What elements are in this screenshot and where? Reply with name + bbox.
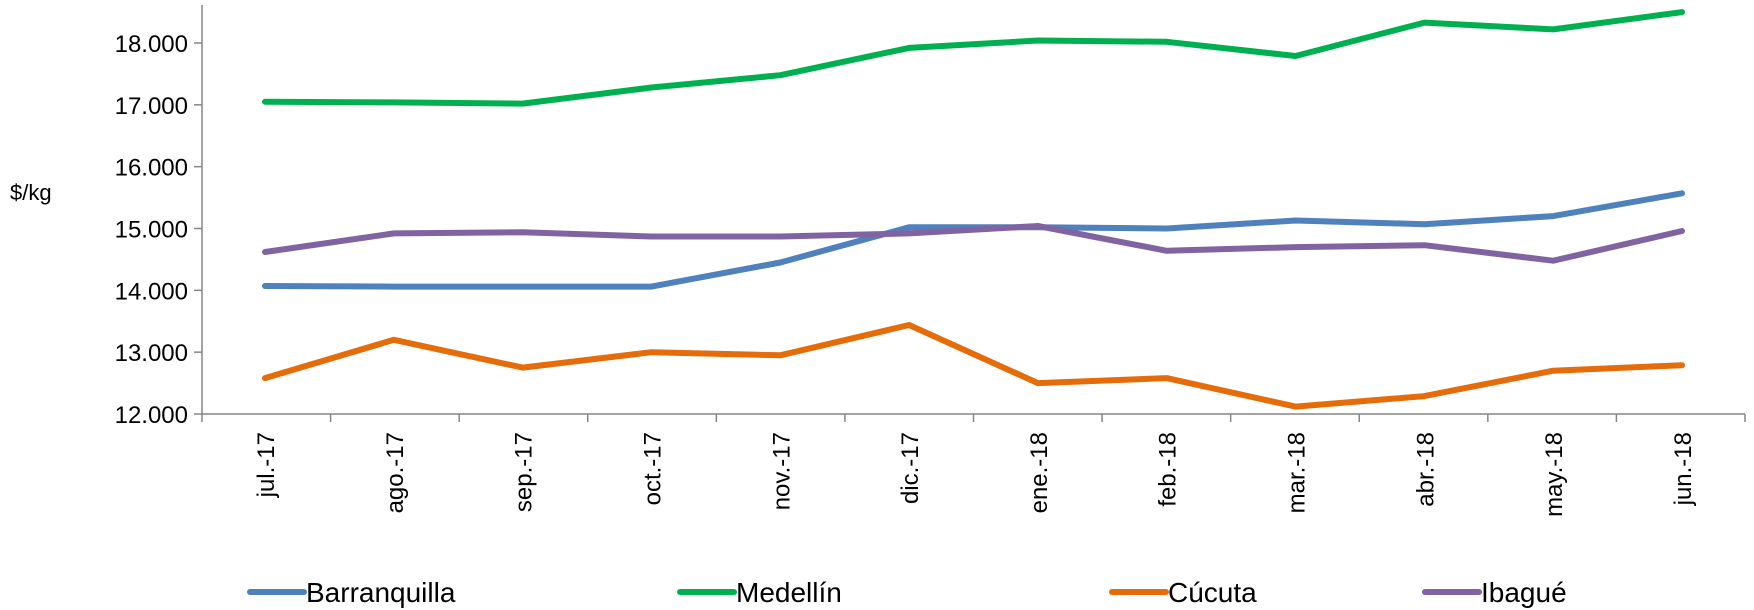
x-tick-label: nov.-17 xyxy=(768,432,795,510)
x-tick-label: dic.-17 xyxy=(897,432,924,504)
legend-label: Ibagué xyxy=(1481,577,1567,608)
x-tick-label: jun.-18 xyxy=(1670,432,1697,506)
y-tick-label: 16.000 xyxy=(115,155,188,182)
x-tick-label: feb.-18 xyxy=(1155,432,1182,507)
x-tick-label: may.-18 xyxy=(1541,432,1568,517)
y-tick-label: 18.000 xyxy=(115,31,188,58)
legend: Barranquilla Medellín Cúcuta Ibagué xyxy=(247,577,1567,608)
y-axis: 12.000 13.000 14.000 15.000 16.000 17.000 18.0… xyxy=(115,5,203,429)
legend-label: Medellín xyxy=(736,577,842,608)
y-tick-label: 17.000 xyxy=(115,93,188,120)
y-tick-label: 13.000 xyxy=(115,340,188,367)
x-tick-label: oct.-17 xyxy=(639,432,666,505)
series-line-barranquilla xyxy=(262,190,1685,290)
y-axis-title: $/kg xyxy=(10,180,52,205)
series-line-ibague xyxy=(262,223,1685,264)
y-tick-label: 12.000 xyxy=(115,402,188,429)
x-tick-label: sep.-17 xyxy=(511,432,538,512)
legend-label: Cúcuta xyxy=(1168,577,1257,608)
x-tick-label: abr.-18 xyxy=(1412,432,1439,507)
series-line-medellin xyxy=(262,9,1685,107)
x-tick-label: jul.-17 xyxy=(253,432,280,498)
y-tick-label: 15.000 xyxy=(115,217,188,244)
legend-label: Barranquilla xyxy=(306,577,456,608)
x-tick-label: ago.-17 xyxy=(382,432,409,513)
x-tick-label: mar.-18 xyxy=(1284,432,1311,513)
series-layer xyxy=(262,9,1685,410)
y-tick-label: 14.000 xyxy=(115,278,188,305)
series-line-cucuta xyxy=(262,322,1685,410)
x-tick-label: ene.-18 xyxy=(1026,432,1053,513)
x-axis: jul.-17 ago.-17 sep.-17 oct.-17 nov.-17 dic.-… xyxy=(201,413,1746,517)
